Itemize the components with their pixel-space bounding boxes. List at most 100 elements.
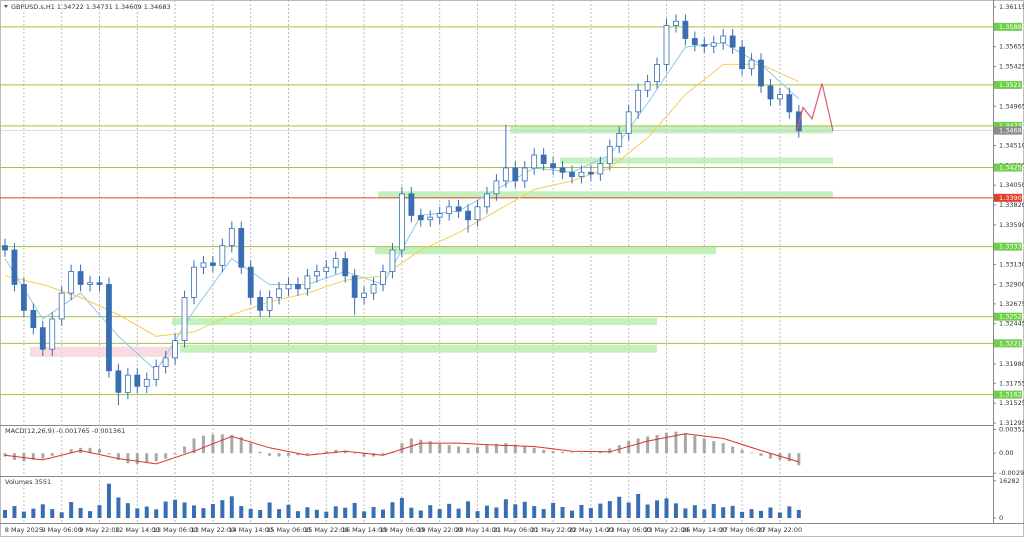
level-label-box [994, 22, 1022, 31]
candle-body [162, 357, 169, 367]
volume-bar [740, 511, 745, 518]
menu-icon[interactable] [4, 5, 8, 8]
volume-bar [97, 505, 102, 518]
level-label: 1.32218 [999, 339, 1024, 347]
volume-bar [116, 497, 121, 518]
candle-body [569, 171, 575, 177]
volume-bar [796, 509, 801, 518]
candle-body [181, 297, 188, 341]
macd-bar [702, 438, 706, 454]
volume-bar [182, 502, 187, 518]
candle-body [578, 171, 585, 177]
level-label: 1.33904 [999, 194, 1024, 202]
macd-bar [428, 441, 432, 454]
candle-body [531, 154, 538, 169]
candle-body [143, 379, 150, 387]
volume-bar [749, 509, 754, 518]
volume-bar [437, 509, 442, 518]
volume-bar [31, 508, 36, 518]
volume-bar [626, 502, 631, 518]
macd-bar [485, 445, 489, 454]
macd-bar [740, 449, 744, 454]
candle-body [512, 167, 519, 182]
candle-body [370, 284, 377, 294]
candle-body [247, 266, 254, 298]
volume-bar [125, 503, 130, 518]
volume-bar [381, 509, 385, 518]
candle-body [663, 25, 670, 65]
level-label-box [994, 193, 1022, 202]
macd-bar [220, 434, 224, 454]
level-label: 1.34255 [999, 164, 1024, 172]
volume-bar [371, 507, 376, 518]
x-tick-label: 22 May 14:00 [569, 526, 614, 534]
zone [172, 318, 657, 326]
volume-bar [617, 496, 622, 518]
volume-bar [314, 509, 319, 518]
volume-bar [343, 507, 348, 518]
candle-body [436, 213, 443, 218]
candle-body [484, 193, 490, 208]
volume-bar [201, 508, 206, 518]
candle-body [106, 284, 112, 372]
zone [378, 191, 833, 199]
volume-bar [787, 506, 792, 518]
candle-body [134, 374, 141, 387]
level-label: 1.32527 [999, 313, 1024, 321]
candle-body [11, 249, 18, 285]
candle-body [748, 59, 755, 70]
y-tick-label: 1.34050 [999, 181, 1024, 189]
macd-bar [693, 435, 697, 454]
candle-body [20, 284, 27, 311]
macd-bar [239, 437, 243, 454]
chart-title: GBPUSD.s,H1 1.34722 1.34731 1.34609 1.34… [11, 3, 171, 11]
volume-bar [560, 507, 565, 518]
candle-body [720, 35, 727, 44]
candle-body [285, 284, 292, 290]
candle-body [625, 111, 632, 134]
y-tick-label: 1.31755 [999, 379, 1024, 387]
candle-body [30, 309, 37, 329]
volume-bar [692, 505, 697, 518]
zone [30, 346, 175, 357]
candle-body [219, 245, 226, 266]
volume-bar [711, 504, 716, 518]
candle-body [209, 262, 216, 266]
volume-bar [645, 504, 650, 518]
candle-body [493, 180, 500, 195]
volume-bar [673, 503, 678, 518]
macd-bar [400, 443, 404, 454]
candle-body [597, 163, 604, 175]
x-tick-label: 27 May 06:00 [720, 526, 765, 534]
volume-bar [494, 507, 499, 518]
volume-bar [88, 511, 93, 518]
y-tick-label: -0.002986 [999, 469, 1024, 477]
zone [375, 246, 716, 255]
last-price-box [994, 126, 1022, 135]
macd-bar [50, 453, 54, 456]
candle-body [616, 133, 623, 147]
candle-body [115, 370, 122, 393]
candle-body [455, 206, 462, 212]
macd-bar [201, 435, 205, 454]
volume-bar [324, 511, 329, 518]
candle-body [786, 94, 793, 113]
volume-bar [503, 499, 508, 518]
macd-bar [542, 449, 546, 454]
macd-bar [561, 451, 565, 454]
macd-bar [305, 453, 309, 455]
macd-bar [107, 453, 111, 455]
macd-bar [608, 448, 612, 454]
volume-bar [551, 502, 556, 518]
volume-bar [409, 507, 414, 518]
level-label-box [994, 390, 1022, 399]
macd-bar [674, 431, 678, 454]
y-tick-label: 1.31295 [999, 419, 1024, 427]
candle-body [172, 340, 179, 359]
candle-body [361, 292, 368, 298]
candle-body [739, 46, 745, 70]
candle-body [606, 145, 613, 165]
